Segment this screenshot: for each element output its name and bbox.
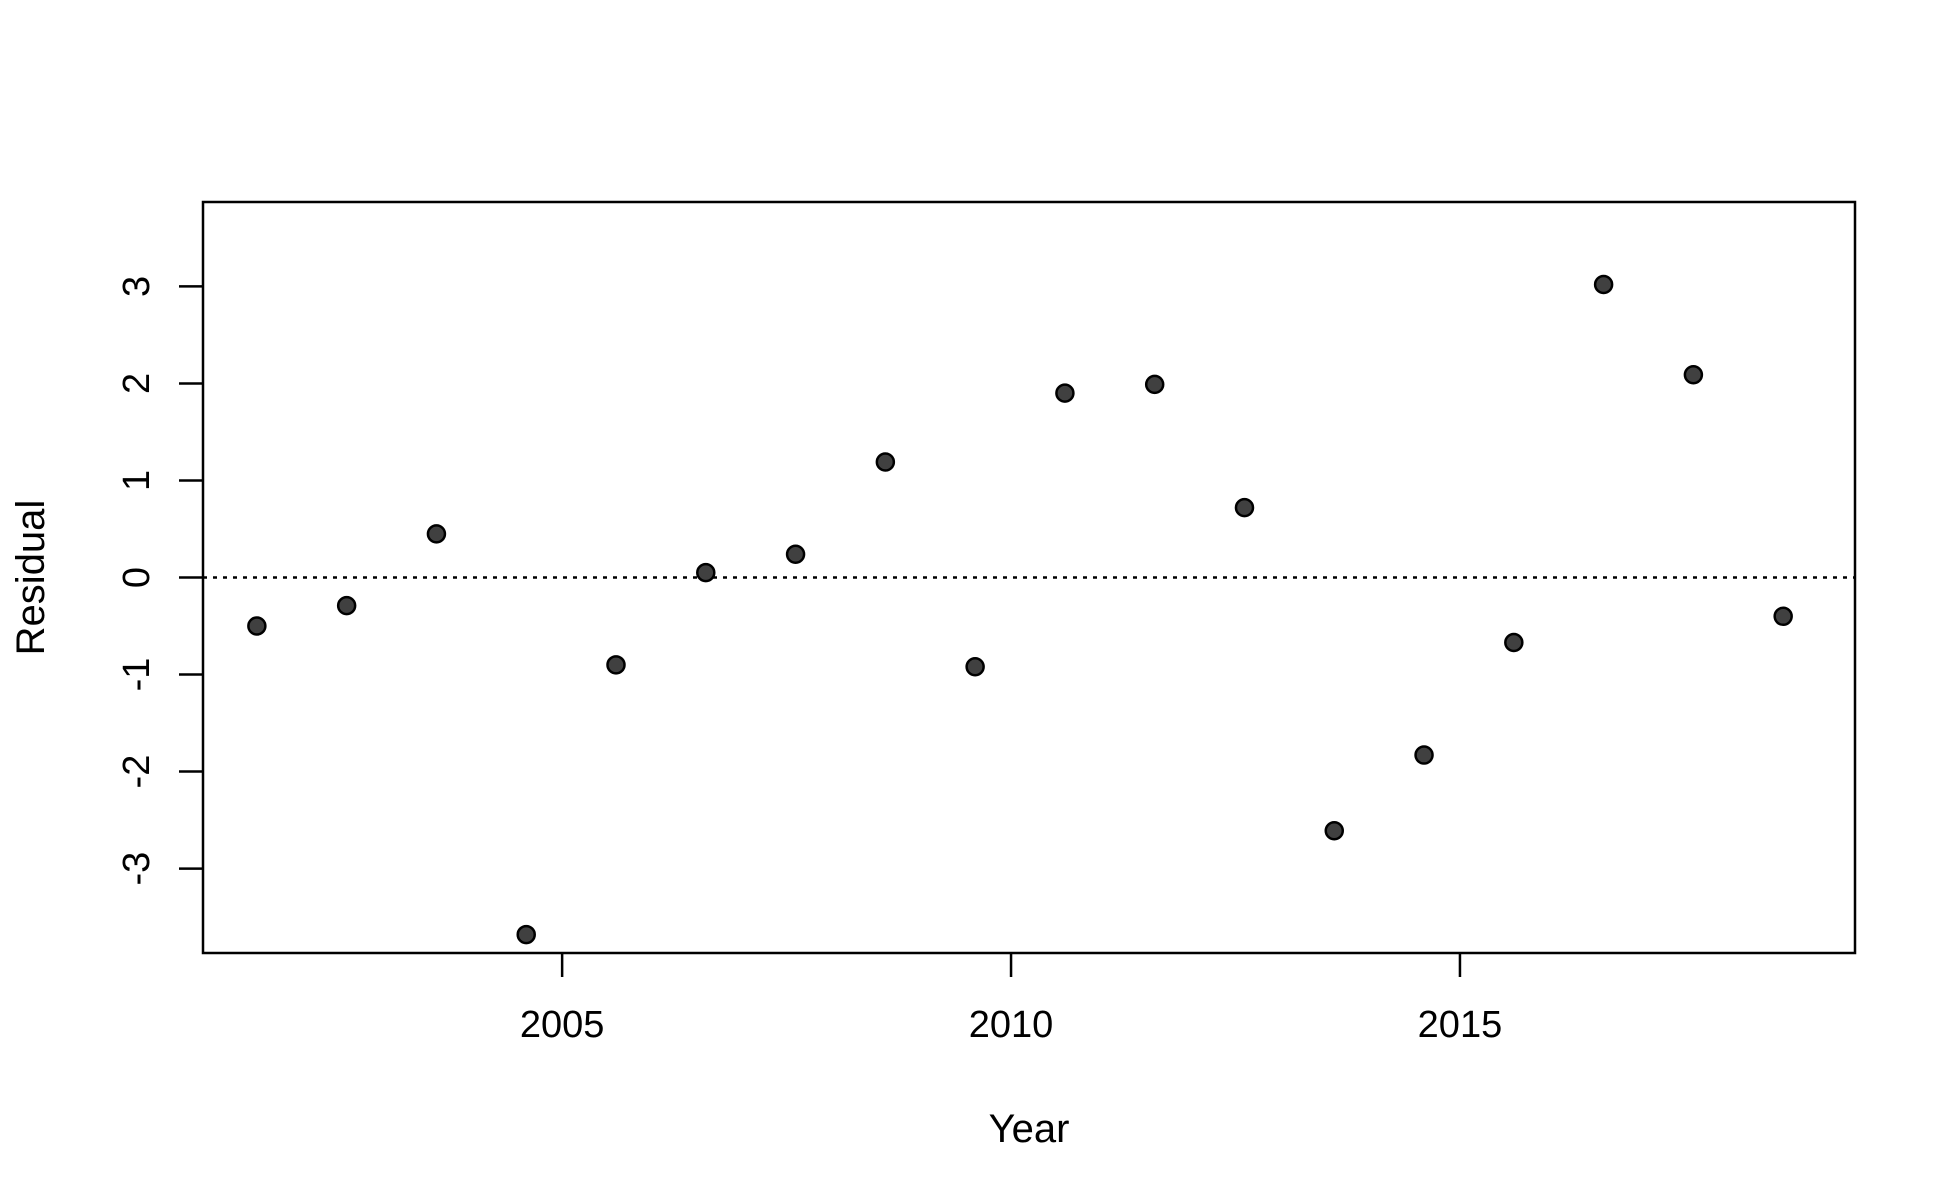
data-point bbox=[875, 452, 896, 472]
data-point bbox=[1593, 274, 1614, 295]
y-axis: -3 -2 -1 0 1 2 3 bbox=[116, 276, 203, 886]
points-layer bbox=[247, 274, 1793, 945]
data-point bbox=[1144, 374, 1165, 395]
y-tick-label: 2 bbox=[116, 373, 158, 394]
data-point bbox=[1055, 383, 1075, 403]
y-tick-label: 1 bbox=[116, 470, 158, 491]
data-point bbox=[1324, 820, 1345, 841]
x-axis: 2005 2010 2015 bbox=[520, 953, 1502, 1046]
data-point bbox=[1773, 606, 1793, 627]
x-tick-label: 2015 bbox=[1418, 1004, 1503, 1046]
data-point bbox=[965, 657, 985, 677]
data-point bbox=[1504, 632, 1524, 653]
data-point bbox=[247, 616, 267, 636]
data-point bbox=[696, 562, 716, 583]
data-point bbox=[785, 544, 806, 564]
data-point bbox=[1234, 497, 1255, 518]
x-axis-title: Year bbox=[989, 1107, 1070, 1151]
y-tick-label: -3 bbox=[116, 852, 158, 886]
y-axis-title: Residual bbox=[9, 500, 53, 656]
x-tick-label: 2005 bbox=[520, 1004, 605, 1046]
y-tick-label: 3 bbox=[116, 276, 158, 297]
data-point bbox=[516, 924, 536, 945]
x-tick-label: 2010 bbox=[969, 1004, 1054, 1046]
y-tick-label: -2 bbox=[116, 755, 158, 789]
y-tick-label: 0 bbox=[116, 567, 158, 588]
data-point bbox=[1414, 745, 1434, 765]
plot-frame bbox=[201, 200, 1857, 955]
y-tick-label: -1 bbox=[116, 658, 158, 692]
data-point bbox=[426, 524, 447, 544]
data-point bbox=[336, 595, 357, 616]
data-point bbox=[1683, 364, 1704, 385]
data-point bbox=[606, 655, 626, 675]
